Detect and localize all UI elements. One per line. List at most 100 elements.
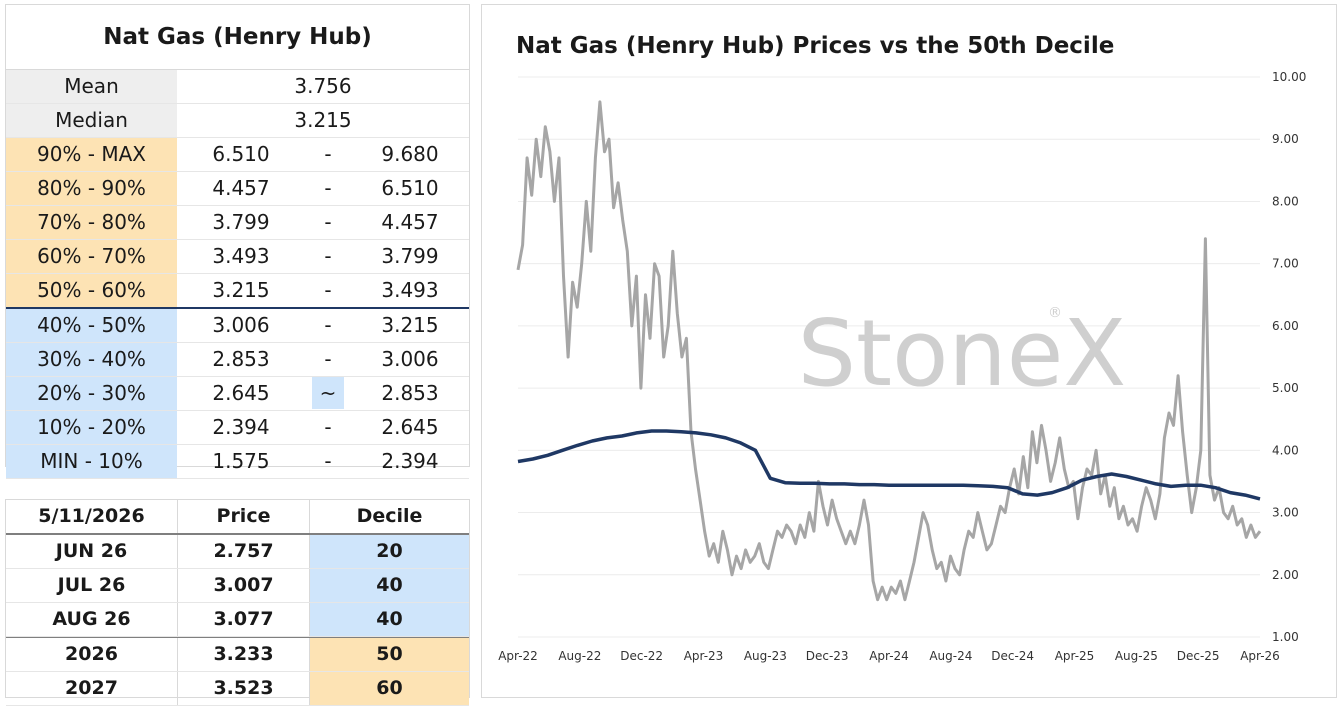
y-tick-label: 4.00 bbox=[1272, 443, 1299, 457]
range-label: 50% - 60% bbox=[6, 274, 177, 307]
median-label: Median bbox=[6, 104, 177, 137]
range-row: 80% - 90% 4.457 - 6.510 bbox=[6, 172, 469, 206]
stats-title: Nat Gas (Henry Hub) bbox=[6, 5, 469, 70]
contract-decile: 20 bbox=[310, 535, 469, 568]
range-separator-text: - bbox=[324, 278, 332, 302]
range-separator: - bbox=[305, 274, 351, 307]
statistics-table: Nat Gas (Henry Hub) Mean 3.756 Median 3.… bbox=[5, 4, 470, 479]
range-high: 6.510 bbox=[381, 176, 439, 200]
range-row: MIN - 10% 1.575 - 2.394 bbox=[6, 445, 469, 479]
y-tick-label: 3.00 bbox=[1272, 506, 1299, 520]
price-chart: Nat Gas (Henry Hub) Prices vs the 50th D… bbox=[481, 4, 1337, 698]
range-row: 40% - 50% 3.006 - 3.215 bbox=[6, 309, 469, 343]
y-tick-label: 7.00 bbox=[1272, 257, 1299, 271]
mean-value: 3.756 bbox=[294, 74, 352, 98]
range-separator-text: - bbox=[324, 244, 332, 268]
chart-title: Nat Gas (Henry Hub) Prices vs the 50th D… bbox=[516, 33, 1115, 59]
y-tick-label: 1.00 bbox=[1272, 630, 1299, 644]
series-line-50th-decile bbox=[517, 429, 1261, 501]
contract-name: JUL 26 bbox=[6, 569, 178, 602]
contract-row: AUG 26 3.077 40 bbox=[6, 603, 469, 637]
range-separator-text: - bbox=[324, 313, 332, 337]
series-line-price bbox=[516, 100, 1262, 602]
contract-name: JUN 26 bbox=[6, 535, 178, 568]
range-separator-text: - bbox=[324, 142, 332, 166]
range-high: 4.457 bbox=[381, 210, 439, 234]
contract-row: JUN 26 2.757 20 bbox=[6, 535, 469, 569]
range-row: 60% - 70% 3.493 - 3.799 bbox=[6, 240, 469, 274]
range-row: 50% - 60% 3.215 - 3.493 bbox=[6, 274, 469, 309]
x-tick-label: Apr-23 bbox=[684, 649, 724, 663]
contract-deciles-table: 5/11/2026 Price Decile JUN 26 2.757 20 JUL … bbox=[5, 499, 470, 706]
range-separator: ~ bbox=[305, 377, 351, 410]
median-value: 3.215 bbox=[294, 108, 352, 132]
range-row: 30% - 40% 2.853 - 3.006 bbox=[6, 343, 469, 377]
range-label: 80% - 90% bbox=[6, 172, 177, 205]
range-label: 30% - 40% bbox=[6, 343, 177, 376]
contract-decile: 40 bbox=[310, 569, 469, 602]
range-label: 40% - 50% bbox=[6, 309, 177, 342]
x-tick-label: Apr-25 bbox=[1055, 649, 1095, 663]
range-low: 4.457 bbox=[212, 176, 270, 200]
range-separator: - bbox=[305, 172, 351, 205]
range-separator-text: - bbox=[324, 347, 332, 371]
contract-price: 3.007 bbox=[178, 569, 310, 602]
mean-label: Mean bbox=[6, 70, 177, 103]
range-separator: - bbox=[305, 138, 351, 171]
range-separator-text: ~ bbox=[312, 377, 344, 409]
y-tick-label: 9.00 bbox=[1272, 132, 1299, 146]
contract-row: 2026 3.233 50 bbox=[6, 637, 469, 672]
range-low: 3.493 bbox=[212, 244, 270, 268]
chart-svg: StoneX ® 1.00 2.00 3.00 4.00 5.00 6.00 7.00 8.0… bbox=[498, 70, 1306, 663]
range-low: 3.215 bbox=[212, 278, 270, 302]
range-high: 9.680 bbox=[381, 142, 439, 166]
median-row: Median 3.215 bbox=[6, 104, 469, 138]
contract-decile: 40 bbox=[310, 603, 469, 636]
mean-row: Mean 3.756 bbox=[6, 70, 469, 104]
range-low: 3.799 bbox=[212, 210, 270, 234]
range-high: 2.394 bbox=[381, 449, 439, 473]
x-tick-label: Dec-25 bbox=[1177, 649, 1220, 663]
deciles-header-row: 5/11/2026 Price Decile bbox=[6, 500, 469, 535]
range-separator-text: - bbox=[324, 449, 332, 473]
range-label: 20% - 30% bbox=[6, 377, 177, 410]
watermark: StoneX bbox=[798, 300, 1127, 407]
range-row: 70% - 80% 3.799 - 4.457 bbox=[6, 206, 469, 240]
range-row: 90% - MAX 6.510 - 9.680 bbox=[6, 138, 469, 172]
range-separator-text: - bbox=[324, 415, 332, 439]
deciles-rows: JUN 26 2.757 20 JUL 26 3.007 40 AUG 26 3.077 40 2… bbox=[6, 535, 469, 706]
range-label: MIN - 10% bbox=[6, 445, 177, 478]
range-high: 3.006 bbox=[381, 347, 439, 371]
range-high: 3.799 bbox=[381, 244, 439, 268]
y-tick-label: 10.00 bbox=[1272, 70, 1306, 84]
contract-price: 3.233 bbox=[178, 638, 310, 671]
range-high: 3.493 bbox=[381, 278, 439, 302]
range-separator: - bbox=[305, 343, 351, 376]
decile-header: Decile bbox=[356, 505, 423, 527]
range-row: 10% - 20% 2.394 - 2.645 bbox=[6, 411, 469, 445]
y-tick-label: 5.00 bbox=[1272, 381, 1299, 395]
contract-name: AUG 26 bbox=[6, 603, 178, 636]
price-header: Price bbox=[178, 500, 310, 533]
range-high: 2.853 bbox=[381, 381, 439, 405]
date-header: 5/11/2026 bbox=[6, 500, 178, 533]
contract-name: 2026 bbox=[6, 638, 178, 671]
range-low: 2.645 bbox=[212, 381, 270, 405]
range-separator: - bbox=[305, 445, 351, 478]
range-label: 70% - 80% bbox=[6, 206, 177, 239]
y-tick-label: 8.00 bbox=[1272, 194, 1299, 208]
range-separator: - bbox=[305, 411, 351, 444]
contract-price: 3.077 bbox=[178, 603, 310, 636]
contract-price: 3.523 bbox=[178, 672, 310, 705]
watermark-mark: ® bbox=[1048, 305, 1062, 321]
x-tick-label: Aug-22 bbox=[558, 649, 601, 663]
y-tick-label: 2.00 bbox=[1272, 568, 1299, 582]
range-low: 2.394 bbox=[212, 415, 270, 439]
contract-row: JUL 26 3.007 40 bbox=[6, 569, 469, 603]
contract-name: 2027 bbox=[6, 672, 178, 705]
x-tick-label: Dec-24 bbox=[991, 649, 1034, 663]
range-separator: - bbox=[305, 309, 351, 342]
range-high: 2.645 bbox=[381, 415, 439, 439]
range-low: 2.853 bbox=[212, 347, 270, 371]
range-low: 3.006 bbox=[212, 313, 270, 337]
